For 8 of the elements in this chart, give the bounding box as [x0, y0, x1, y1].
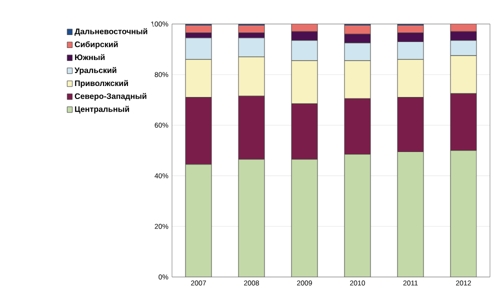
bar [344, 25, 371, 34]
legend-label: Южный [75, 54, 105, 60]
legend-label: Дальневосточный [74, 28, 148, 36]
legend-label: Сибирский [74, 41, 118, 49]
legend-label: Приволжский [75, 80, 128, 88]
legend-label: Северо-Западный [74, 92, 146, 101]
legend-label: Уральский [74, 67, 116, 75]
legend-label: Центральный [75, 106, 130, 114]
